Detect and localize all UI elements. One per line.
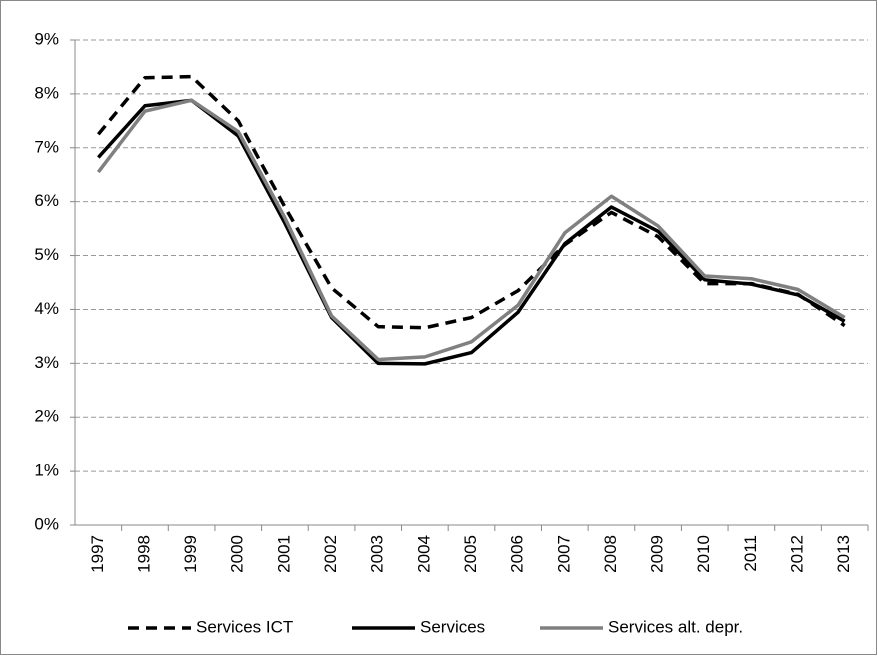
- legend-label: Services: [420, 617, 485, 636]
- x-tick-label: 2010: [694, 535, 713, 573]
- x-tick-label: 2006: [508, 535, 527, 573]
- x-tick-label: 2008: [601, 535, 620, 573]
- x-tick-label: 1998: [134, 535, 153, 573]
- y-tick-label: 6%: [34, 191, 59, 210]
- x-tick-label: 2011: [741, 535, 760, 572]
- y-tick-label: 2%: [34, 407, 59, 426]
- series-line: [97, 98, 846, 366]
- y-tick-label: 9%: [34, 29, 59, 48]
- series-line: [96, 74, 846, 330]
- y-tick-label: 0%: [34, 514, 59, 533]
- y-tick-label: 8%: [34, 83, 59, 102]
- legend-label: Services alt. depr.: [608, 617, 743, 636]
- y-tick-label: 7%: [34, 137, 59, 156]
- x-tick-label: 2012: [788, 535, 807, 573]
- x-tick-label: 2009: [648, 535, 667, 573]
- series-line: [96, 98, 846, 362]
- y-tick-label: 3%: [34, 353, 59, 372]
- x-tick-label: 2000: [228, 535, 247, 573]
- x-tick-label: 1997: [88, 535, 107, 573]
- x-tick-label: 2004: [414, 535, 433, 573]
- x-tick-label: 2013: [834, 535, 853, 573]
- x-tick-label: 2005: [461, 535, 480, 573]
- x-tick-label: 1999: [181, 535, 200, 573]
- y-tick-label: 4%: [34, 299, 59, 318]
- x-tick-label: 2001: [274, 535, 293, 573]
- x-tick-label: 2003: [368, 535, 387, 573]
- y-tick-label: 5%: [34, 245, 59, 264]
- y-tick-label: 1%: [34, 461, 59, 480]
- x-tick-label: 2007: [554, 535, 573, 573]
- x-tick-label: 2002: [321, 535, 340, 573]
- legend-label: Services ICT: [196, 617, 293, 636]
